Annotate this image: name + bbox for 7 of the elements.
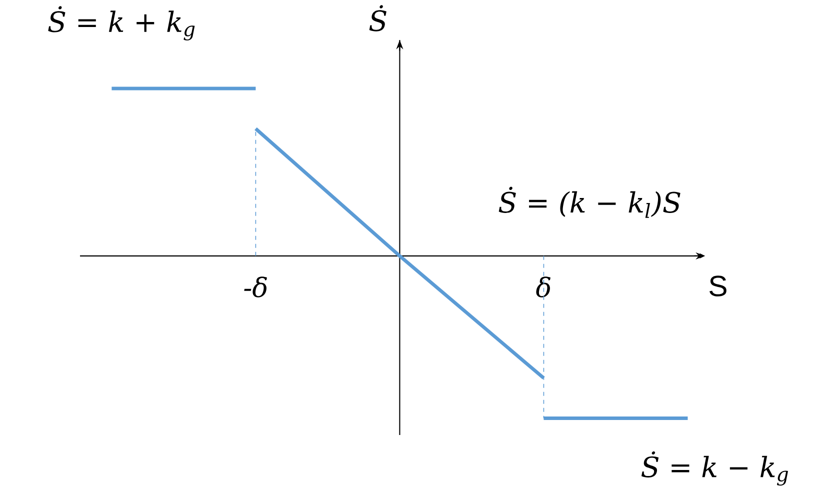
x-axis-title: S (710, 276, 726, 296)
x-tick-label: -δ (244, 276, 267, 298)
text: Ṡ = k + k$_{g}$ (48, 6, 195, 40)
y-axis-title: Ṡ (369, 5, 386, 32)
x-tick-label: δ (536, 276, 550, 298)
text: Ṡ = k − k$_{g}$ (641, 451, 788, 486)
annotation: Ṡ = (k − k$_{l}$)S (498, 186, 680, 218)
